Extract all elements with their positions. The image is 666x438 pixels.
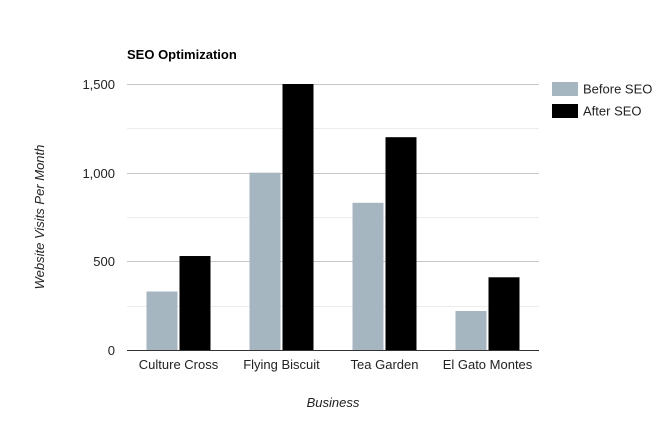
bar-before-seo-flying-biscuit [249,172,281,350]
bar-before-seo-tea-garden [352,202,384,350]
x-tick-label: Flying Biscuit [243,357,320,372]
chart-title: SEO Optimization [127,47,237,62]
x-tick-label: Tea Garden [351,357,419,372]
bar-after-seo-tea-garden [385,137,417,350]
bar-after-seo-flying-biscuit [282,84,314,350]
y-tick-label: 0 [108,343,115,358]
legend-label: After SEO [583,104,642,119]
y-axis-title: Website Visits Per Month [32,145,47,290]
y-tick-label: 1,500 [82,77,115,92]
x-tick-label: Culture Cross [139,357,219,372]
y-tick-label: 500 [93,254,115,269]
bars [146,84,520,350]
bar-before-seo-el-gato-montes [455,310,487,350]
legend-label: Before SEO [583,82,652,97]
legend: Before SEO After SEO [552,82,652,119]
x-tick-label: El Gato Montes [443,357,533,372]
legend-swatch [552,104,578,118]
legend-swatch [552,82,578,96]
bar-before-seo-culture-cross [146,291,178,350]
x-axis-title: Business [307,395,360,410]
bar-after-seo-culture-cross [179,256,211,350]
y-tick-label: 1,000 [82,166,115,181]
axes: 0 500 1,000 1,500 Culture Cross Flying Biscui… [82,77,539,372]
bar-after-seo-el-gato-montes [488,277,520,350]
